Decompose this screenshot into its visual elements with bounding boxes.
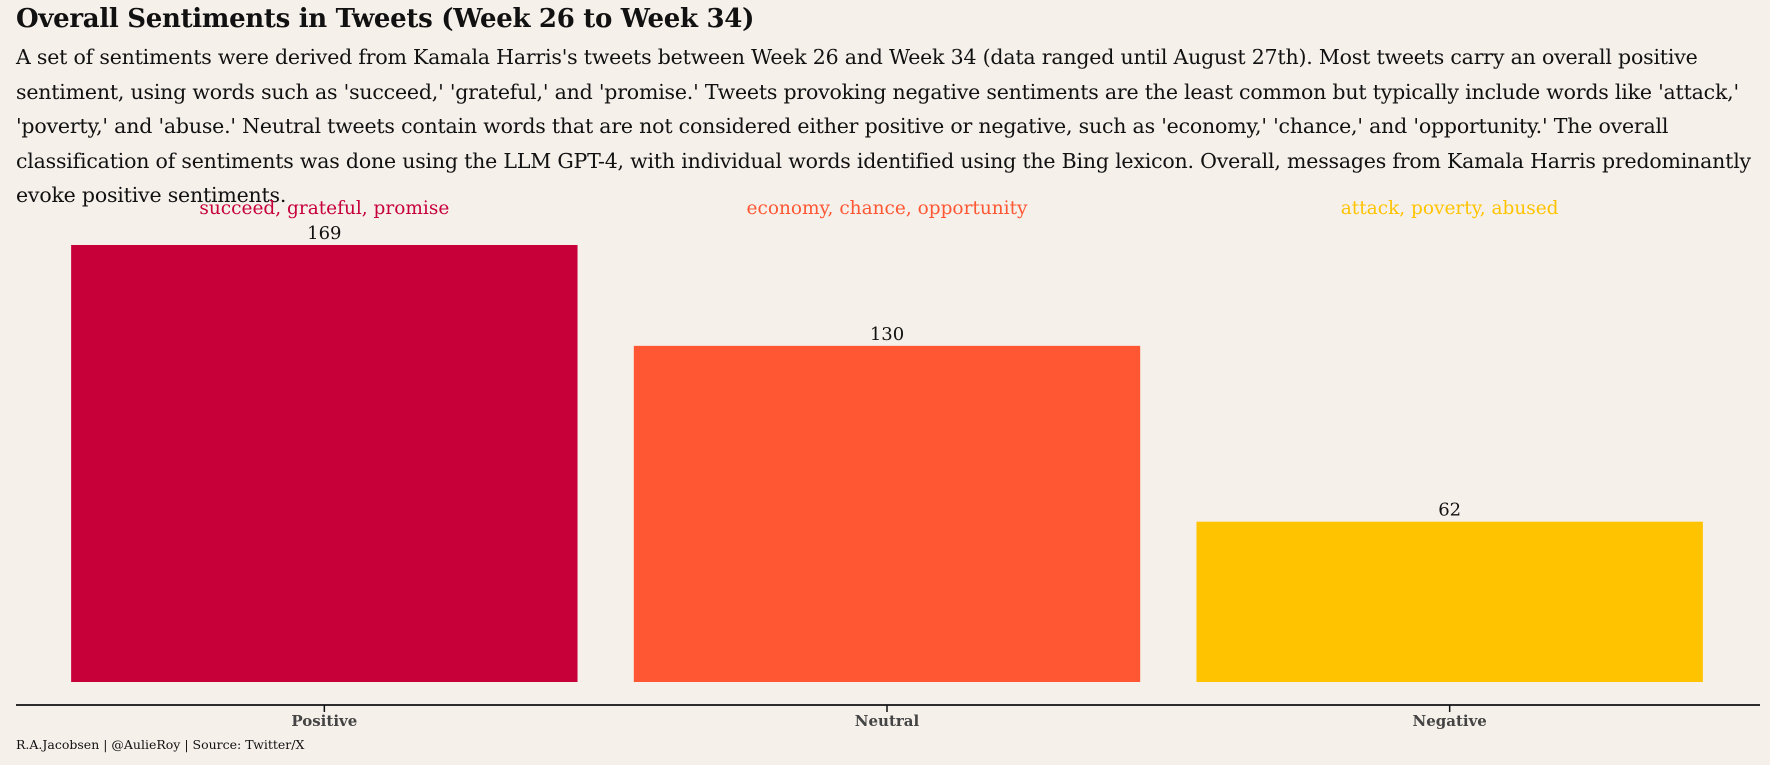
x-tick-label-neutral: Neutral: [855, 712, 920, 730]
word-label-negative: attack, poverty, abused: [1341, 198, 1559, 219]
source-caption: R.A.Jacobsen | @AulieRoy | Source: Twitt…: [16, 737, 305, 752]
word-label-positive: succeed, grateful, promise: [199, 198, 449, 219]
ticks-layer: Positive Neutral Negative: [291, 705, 1487, 730]
value-label-positive: 169: [307, 223, 341, 244]
bar-negative: [1196, 521, 1703, 682]
x-tick-label-negative: Negative: [1412, 712, 1486, 730]
bar-neutral: [633, 345, 1141, 682]
chart-subtitle: A set of sentiments were derived from Ka…: [16, 45, 1751, 207]
bar-positive: [71, 245, 578, 682]
x-tick-label-positive: Positive: [291, 712, 357, 730]
word-label-neutral: economy, chance, opportunity: [747, 198, 1029, 219]
chart-title: Overall Sentiments in Tweets (Week 26 to…: [16, 4, 755, 34]
bars-layer: 169 succeed, grateful, promise 130 economy,…: [71, 198, 1703, 682]
value-label-neutral: 130: [870, 324, 904, 345]
value-label-negative: 62: [1438, 500, 1461, 521]
